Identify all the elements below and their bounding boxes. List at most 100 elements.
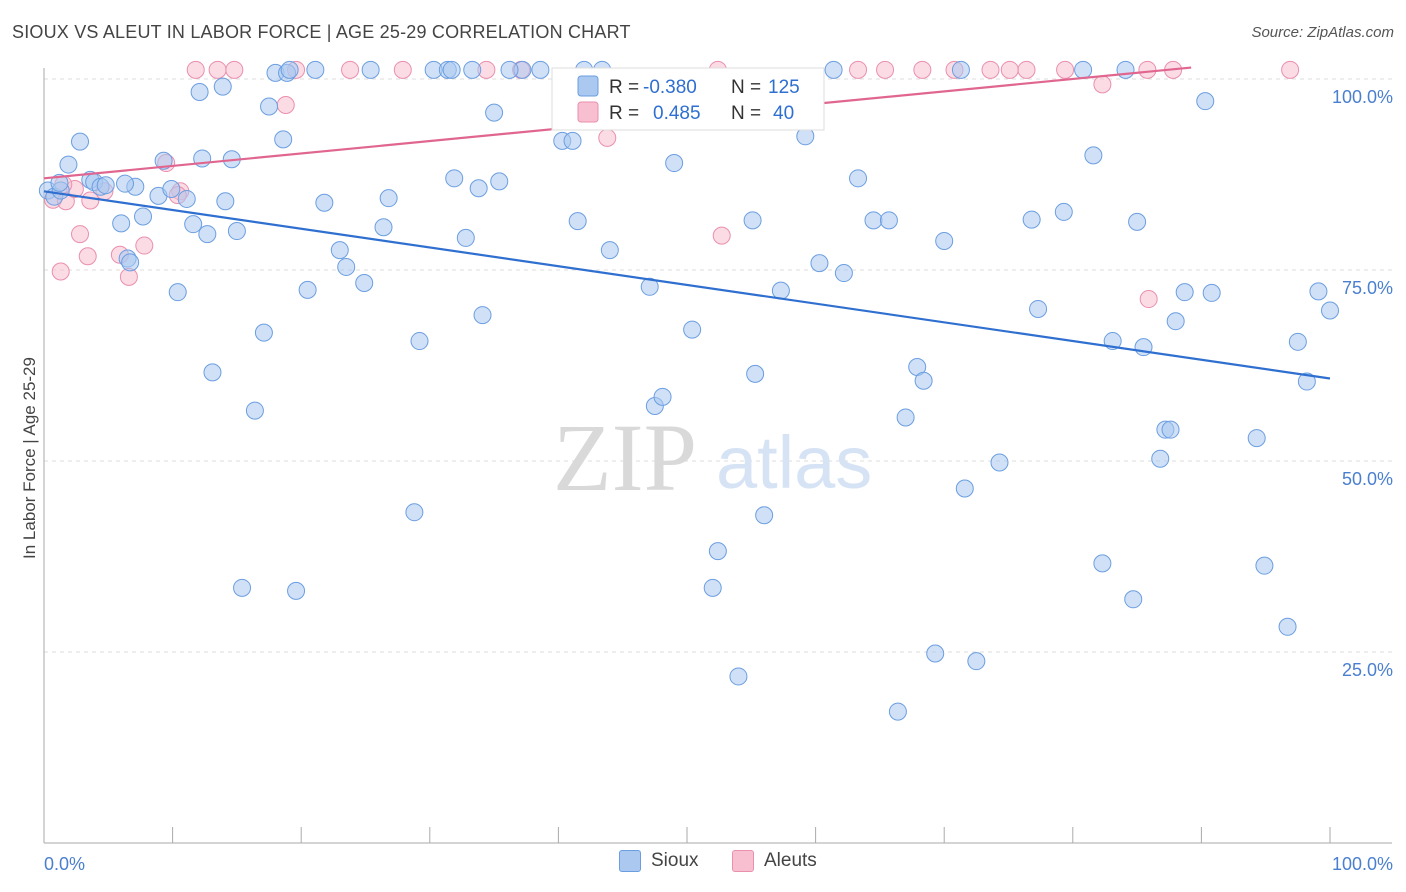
sioux-point bbox=[306, 60, 325, 79]
sioux-point bbox=[1054, 202, 1073, 221]
aleut-point bbox=[913, 60, 932, 79]
sioux-point bbox=[121, 253, 140, 272]
aleut-point bbox=[1000, 60, 1019, 79]
chart-title: SIOUX VS ALEUT IN LABOR FORCE | AGE 25-2… bbox=[12, 22, 631, 42]
aleut-point bbox=[71, 225, 90, 244]
sioux-point bbox=[456, 228, 475, 247]
aleut-point bbox=[186, 60, 205, 79]
sioux-point bbox=[1093, 554, 1112, 573]
sioux-point bbox=[112, 214, 131, 233]
sioux-point bbox=[96, 176, 115, 195]
sioux-point bbox=[442, 60, 461, 79]
sioux-point bbox=[410, 332, 429, 351]
sioux-point bbox=[116, 174, 135, 193]
aleut-point bbox=[81, 191, 100, 210]
sioux-point bbox=[50, 173, 69, 192]
sioux-point bbox=[1151, 449, 1170, 468]
x-tick-label-max: 100.0% bbox=[1332, 854, 1393, 874]
sioux-point bbox=[1297, 372, 1316, 391]
sioux-point bbox=[729, 667, 748, 686]
x-ticks bbox=[43, 827, 1331, 843]
legend-sioux-r-value: -0.380 bbox=[643, 77, 697, 98]
sioux-point bbox=[1029, 299, 1048, 318]
source-note: Source: ZipAtlas.com bbox=[1251, 24, 1394, 41]
sioux-point bbox=[227, 222, 246, 241]
sioux-point bbox=[337, 257, 356, 276]
sioux-point bbox=[463, 60, 482, 79]
sioux-point bbox=[755, 506, 774, 525]
sioux-point bbox=[640, 277, 659, 296]
watermark-atlas: atlas bbox=[716, 421, 872, 504]
sioux-point bbox=[703, 578, 722, 597]
sioux-point bbox=[287, 581, 306, 600]
sioux-point bbox=[849, 169, 868, 188]
sioux-point bbox=[926, 644, 945, 663]
sioux-point bbox=[1196, 92, 1215, 111]
sioux-point bbox=[298, 280, 317, 299]
aleut-point bbox=[1139, 290, 1158, 309]
sioux-point bbox=[896, 408, 915, 427]
sioux-point bbox=[683, 320, 702, 339]
grid bbox=[44, 78, 1392, 653]
y-tick-labels: 25.0% 50.0% 75.0% 100.0% bbox=[1332, 87, 1393, 680]
sioux-point bbox=[245, 401, 264, 420]
aleut-point bbox=[276, 95, 295, 114]
sioux-point bbox=[374, 218, 393, 237]
sioux-point bbox=[1166, 312, 1185, 331]
sioux-point bbox=[951, 60, 970, 79]
legend-swatch-sioux bbox=[577, 75, 599, 97]
sioux-point bbox=[490, 172, 509, 191]
sioux-point bbox=[168, 283, 187, 302]
y-tick-label-50: 50.0% bbox=[1342, 469, 1393, 489]
legend-item-sioux: Sioux bbox=[619, 850, 699, 872]
legend-sioux-n-label: N = bbox=[731, 77, 761, 98]
sioux-point bbox=[771, 281, 790, 300]
sioux-point bbox=[177, 189, 196, 208]
sioux-point bbox=[473, 306, 492, 325]
aleut-point bbox=[598, 128, 617, 147]
sioux-point bbox=[810, 254, 829, 273]
x-tick-label-min: 0.0% bbox=[44, 854, 85, 874]
aleut-point bbox=[1056, 60, 1075, 79]
sioux-point bbox=[162, 180, 181, 199]
sioux-point bbox=[361, 60, 380, 79]
legend-aleut-r-label: R = bbox=[609, 103, 639, 124]
sioux-point bbox=[1116, 60, 1135, 79]
aleut-point bbox=[849, 60, 868, 79]
sioux-point bbox=[967, 652, 986, 671]
aleut-point bbox=[1138, 60, 1157, 79]
sioux-point bbox=[935, 231, 954, 250]
y-tick-label-100: 100.0% bbox=[1332, 87, 1393, 107]
sioux-point bbox=[1278, 617, 1297, 636]
sioux-point bbox=[1321, 301, 1339, 320]
y-axis-label: In Labor Force | Age 25-29 bbox=[20, 357, 39, 559]
sioux-point bbox=[834, 264, 853, 283]
legend-top: R = -0.380 N = 125 R = 0.485 N = 40 bbox=[551, 67, 825, 131]
sioux-point bbox=[746, 364, 765, 383]
aleut-point bbox=[1281, 60, 1300, 79]
aleut-point bbox=[78, 247, 97, 266]
aleut-point bbox=[876, 60, 895, 79]
sioux-point bbox=[1288, 332, 1307, 351]
sioux-point bbox=[531, 60, 550, 79]
sioux-point bbox=[665, 154, 684, 173]
sioux-point bbox=[1128, 212, 1147, 231]
sioux-point bbox=[330, 241, 349, 260]
legend-aleut-n-label: N = bbox=[731, 103, 761, 124]
sioux-point bbox=[1309, 282, 1328, 301]
sioux-point bbox=[315, 193, 334, 212]
aleut-point bbox=[135, 236, 154, 255]
sioux-point bbox=[233, 578, 252, 597]
legend-bottom: Sioux Aleuts bbox=[0, 850, 1406, 880]
sioux-point bbox=[653, 387, 672, 406]
sioux-trend-line bbox=[43, 190, 1331, 380]
legend-aleut-r-value: 0.485 bbox=[653, 103, 701, 124]
sioux-point bbox=[1202, 283, 1221, 302]
sioux-point bbox=[1161, 420, 1180, 439]
sioux-point bbox=[445, 169, 464, 188]
sioux-point bbox=[600, 241, 619, 260]
sioux-point bbox=[864, 211, 883, 230]
sioux-point bbox=[888, 702, 907, 721]
sioux-point bbox=[379, 189, 398, 208]
aleut-point bbox=[712, 226, 731, 245]
